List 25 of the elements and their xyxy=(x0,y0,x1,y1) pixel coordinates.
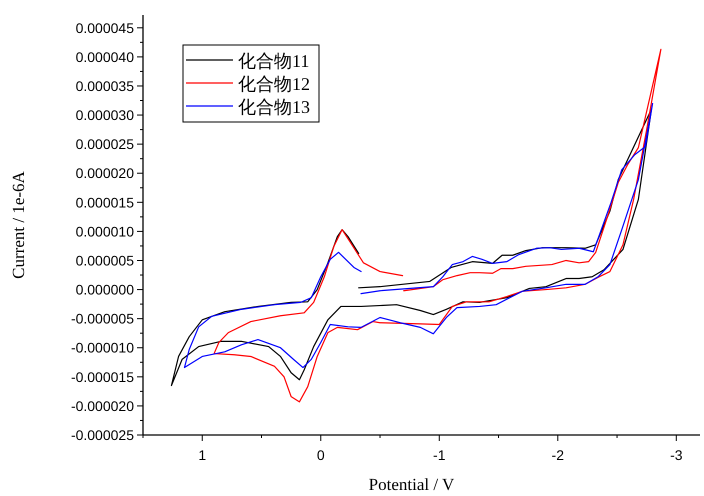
y-tick-label: 0.000000 xyxy=(76,282,134,298)
legend-label: 化合物11 xyxy=(238,51,310,71)
x-axis-title: Potential / V xyxy=(368,475,456,494)
y-tick-label: -0.000015 xyxy=(70,368,134,385)
y-tick-label: 0.000005 xyxy=(76,252,134,268)
x-tick-label: -3 xyxy=(670,447,683,463)
legend-label: 化合物12 xyxy=(238,74,310,94)
x-tick-label: -1 xyxy=(433,447,446,463)
y-tick-label: 0.000035 xyxy=(76,78,134,94)
y-tick-label: 0.000030 xyxy=(76,107,134,124)
y-tick-label: -0.000025 xyxy=(70,427,134,443)
x-tick-label: 0 xyxy=(316,447,325,463)
y-axis-title: Current / 1e-6A xyxy=(9,170,28,279)
y-tick-label: -0.000005 xyxy=(70,310,134,327)
legend-label: 化合物13 xyxy=(238,97,310,117)
y-tick-label: 0.000045 xyxy=(76,20,134,36)
y-tick-label: 0.000015 xyxy=(76,194,134,210)
y-tick-label: 0.000025 xyxy=(76,136,134,152)
x-tick-label: 1 xyxy=(198,447,206,463)
x-tick-label: -2 xyxy=(552,447,564,463)
y-tick-label: 0.000040 xyxy=(76,48,134,65)
y-tick-label: 0.000010 xyxy=(76,223,134,240)
y-tick-label: -0.000020 xyxy=(70,398,134,414)
y-tick-label: -0.000010 xyxy=(70,340,134,356)
y-tick-label: 0.000020 xyxy=(76,165,134,182)
